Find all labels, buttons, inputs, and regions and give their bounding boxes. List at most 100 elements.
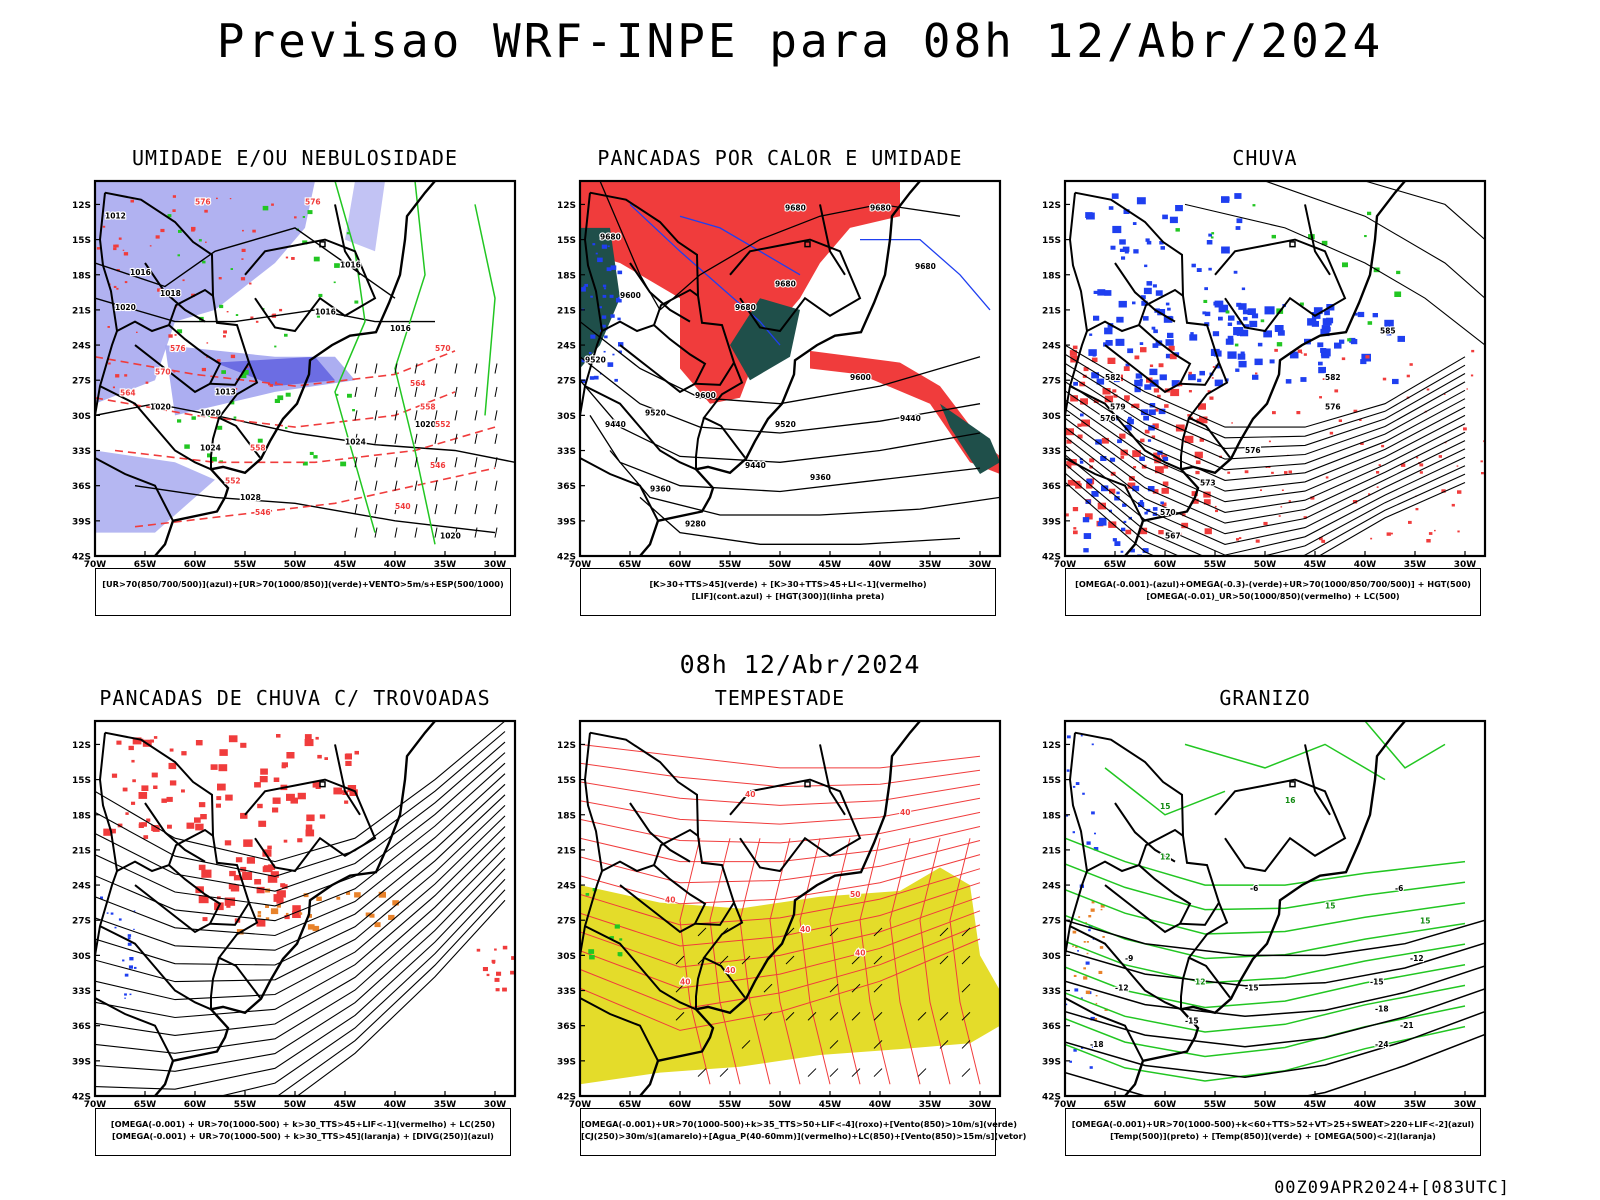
storm-speck-red — [281, 884, 288, 889]
wind-speck-red — [205, 241, 207, 243]
lif-speck-blue — [581, 379, 586, 383]
rain-speck-red — [1300, 352, 1303, 354]
wind-vector — [494, 433, 498, 444]
contour-label: 1012 — [105, 212, 126, 221]
heat-shower-red — [580, 181, 900, 404]
x-tick-label: 65W — [1104, 1100, 1127, 1110]
rain-speck-red — [1081, 419, 1090, 427]
rain-speck-red — [1158, 363, 1164, 368]
hgt500-streamline — [1065, 362, 1466, 449]
humidity-speck-green — [313, 256, 320, 262]
wind-vector — [374, 504, 378, 515]
rain-speck-blue — [1318, 361, 1323, 366]
wind-vector — [454, 480, 458, 491]
y-tick-label: 33S — [1042, 447, 1061, 457]
rain-speck-blue — [1191, 263, 1196, 268]
x-tick-label: 30W — [969, 1100, 992, 1110]
country-border — [629, 262, 691, 323]
storm-speck-red — [166, 796, 173, 802]
rain-speck-red — [1408, 520, 1412, 524]
x-tick-label: 70W — [84, 1100, 107, 1110]
divg-speck-blue — [118, 918, 122, 921]
storm-speck-red — [284, 915, 290, 920]
lif-speck-blue — [603, 287, 607, 290]
temp500-contour — [1065, 942, 1485, 987]
wind-vector — [374, 433, 378, 444]
hgt-contour — [580, 379, 981, 463]
rain-speck-red — [1227, 471, 1231, 474]
rain-speck-red — [1255, 372, 1258, 375]
storm-speck-red — [150, 739, 154, 743]
rain-speck-blue — [1243, 316, 1248, 321]
lif-speck-blue — [599, 306, 602, 309]
rain-speck-blue — [1227, 322, 1233, 326]
pw-contour-red — [580, 797, 981, 825]
country-border — [95, 870, 118, 970]
y-tick-label: 21S — [1042, 306, 1061, 316]
rain-speck-blue — [1133, 249, 1139, 254]
rain-speck-red — [1456, 465, 1459, 467]
hgt500-streamline — [1065, 426, 1466, 524]
wind-speck-red — [241, 248, 246, 252]
wind-vector — [434, 457, 438, 468]
storm-speck-orange — [257, 911, 262, 914]
storm-speck-orange — [369, 913, 375, 918]
rain-speck-blue — [1112, 225, 1122, 234]
hail-speck-blue — [1072, 785, 1076, 788]
rain-speck-red — [1109, 488, 1116, 494]
wind-speck-red — [116, 287, 119, 290]
rain-speck-blue — [1235, 226, 1241, 230]
storm-speck-red — [233, 874, 241, 881]
rain-speck-blue — [1233, 270, 1238, 274]
brasilia-marker — [319, 241, 326, 248]
wind-speck-red — [112, 386, 115, 389]
wind-vector — [939, 1011, 949, 1021]
y-tick-label: 39S — [557, 1057, 576, 1067]
contour-label: 40 — [725, 966, 735, 975]
divg-speck-blue — [100, 896, 103, 899]
storm-speck-red — [482, 967, 488, 972]
lc850-streamline — [799, 838, 831, 1085]
hail-speck-blue — [1090, 1016, 1095, 1021]
x-tick-label: 60W — [669, 560, 692, 570]
panel-title: UMIDADE E/OU NEBULOSIDADE — [131, 146, 459, 170]
rain-speck-blue — [1238, 360, 1247, 368]
brasilia-marker — [804, 241, 811, 248]
map-plot-area: 9680 9600 9520 9440 9360 9280 9520 9600 9680 9680… — [580, 181, 1000, 556]
x-tick-label: 55W — [1204, 560, 1227, 570]
storm-speck-red — [305, 824, 313, 830]
hail-speck-blue — [1086, 841, 1091, 845]
wind-speck-red — [230, 354, 236, 359]
rain-speck-red — [1441, 489, 1446, 493]
storm-speck-red — [304, 734, 312, 740]
x-tick-label: 65W — [134, 560, 157, 570]
rain-speck-green — [1225, 310, 1230, 314]
country-border — [1074, 191, 1231, 459]
lif-speck-blue — [588, 352, 592, 355]
humidity-speck-green — [309, 451, 314, 455]
rain-speck-green — [1234, 343, 1239, 347]
humidity-speck-green — [313, 455, 318, 459]
storm-speck-red — [267, 845, 272, 850]
pw-contour-red — [580, 882, 981, 947]
country-border — [334, 204, 361, 276]
wind-vector — [374, 457, 378, 468]
x-tick-label: 45W — [1304, 560, 1327, 570]
country-border — [168, 324, 250, 386]
hgt500-streamline — [1264, 181, 1485, 299]
rain-speck-blue — [1110, 245, 1116, 250]
hail-speck-blue — [1094, 832, 1096, 835]
storm-speck-red — [138, 823, 144, 828]
temp500-contour — [1065, 1033, 1485, 1096]
storm-speck-red — [511, 956, 515, 960]
rain-speck-red — [1288, 500, 1291, 502]
storm-speck-red — [286, 752, 295, 759]
wind-vector — [414, 386, 418, 398]
y-tick-label: 21S — [557, 306, 576, 316]
lif-speck-blue — [609, 294, 614, 298]
rain-speck-blue — [1199, 370, 1205, 376]
rain-speck-blue — [1138, 502, 1145, 507]
rain-speck-red — [1444, 393, 1446, 395]
wind-speck-red — [249, 282, 252, 285]
contour-label: 576 — [305, 197, 321, 206]
